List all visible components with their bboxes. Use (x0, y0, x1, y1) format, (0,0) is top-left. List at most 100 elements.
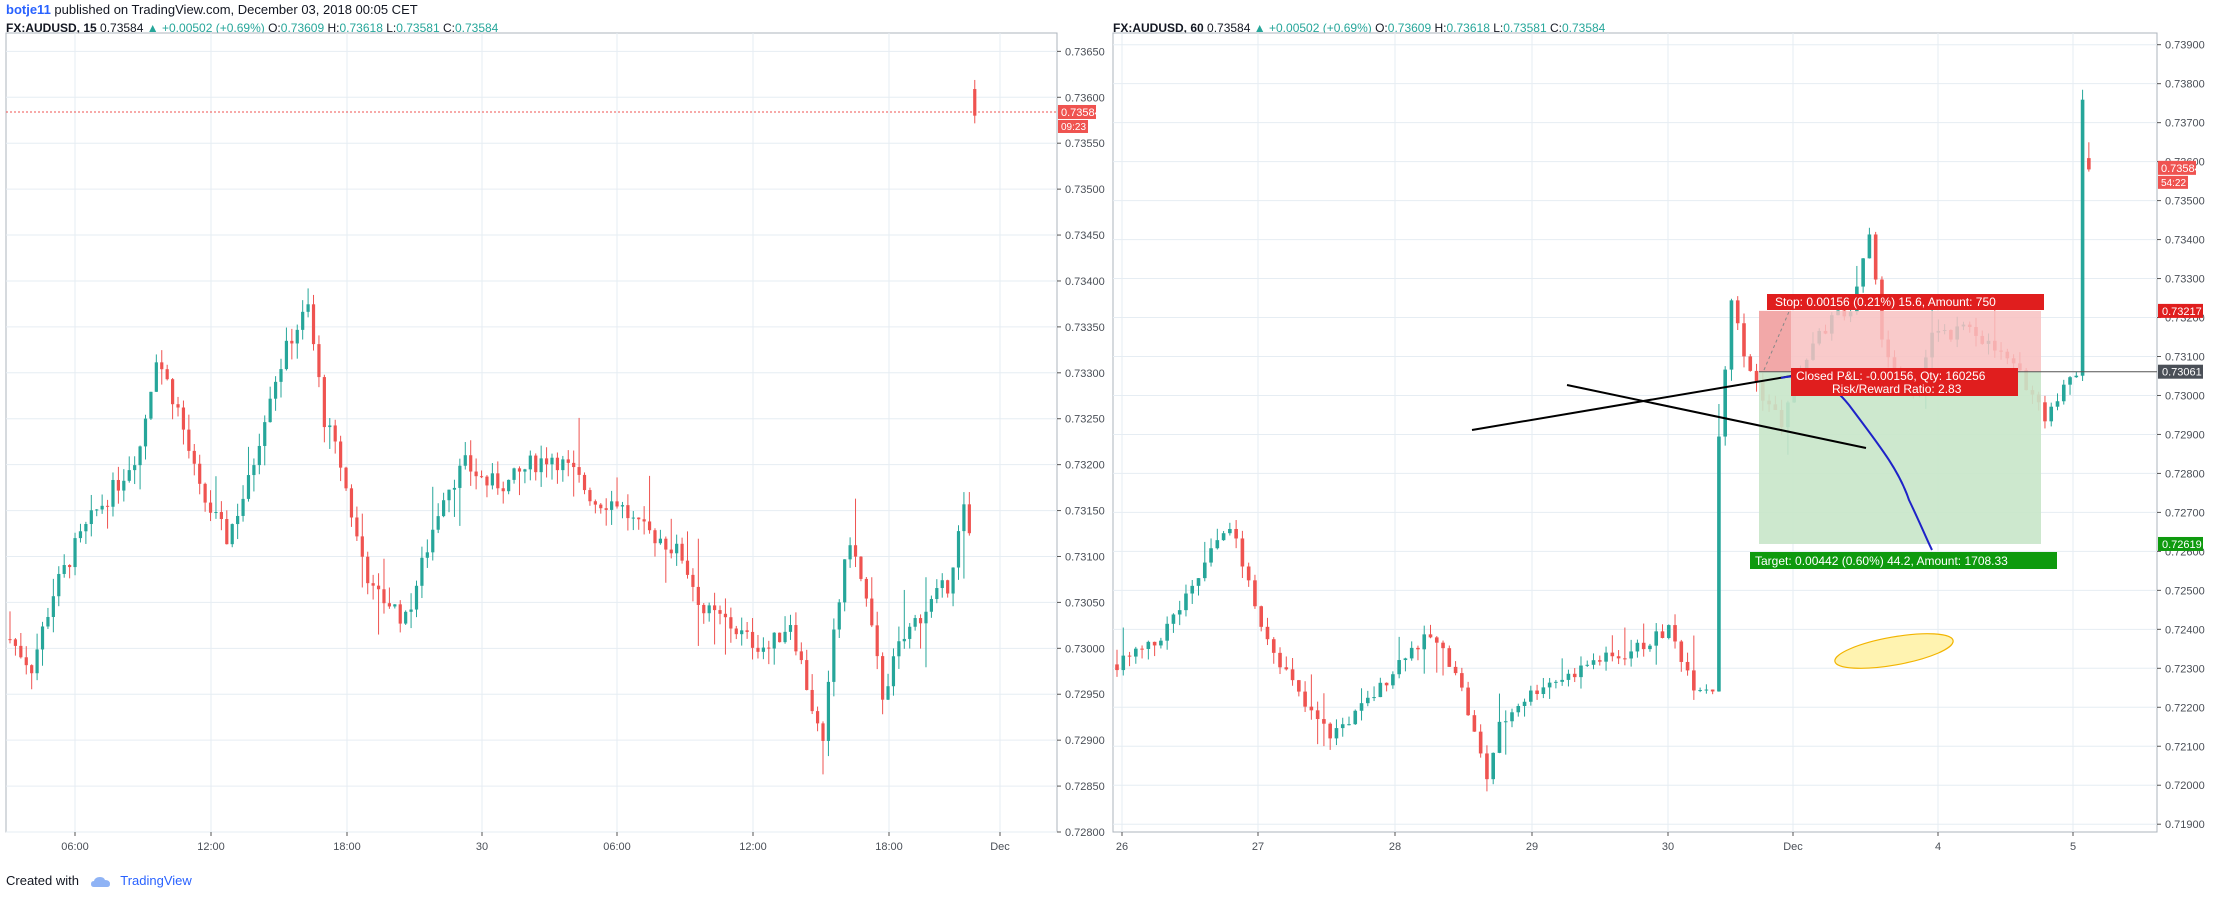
candle-body (116, 479, 120, 491)
candle-body (1666, 625, 1671, 638)
candle-body (832, 629, 836, 682)
candle-body (1535, 690, 1539, 695)
candle-body (452, 487, 457, 490)
candle-body (1334, 728, 1339, 739)
stop-label: Stop: 0.00156 (0.21%) 15.6, Amount: 750 (1775, 295, 1996, 309)
symbol-label: FX:AUDUSD, 60 (1113, 21, 1204, 35)
trade-link-line (1763, 299, 1795, 371)
countdown-tag-text: 54:22 (2161, 178, 2186, 189)
candle-body (111, 479, 115, 507)
candle-body (1422, 634, 1427, 650)
candle-body (1290, 669, 1295, 681)
candle-body (501, 488, 505, 492)
candle-body (409, 609, 413, 612)
candle-body (1347, 724, 1351, 726)
high-value: 0.73618 (1446, 21, 1490, 35)
candle-body (19, 645, 23, 658)
candle-body (1679, 641, 1684, 662)
chart-canvas-15m[interactable]: 0.73650 0.73600 0.73550 0.73500 0.73450 0.734… (0, 0, 1109, 870)
candle-body (1228, 528, 1232, 534)
candle-body (1641, 642, 1646, 650)
candle-body (1616, 656, 1621, 659)
candle-body (284, 340, 289, 370)
candle-body (95, 509, 99, 511)
candle-body (1409, 647, 1414, 659)
chart-panel-60m[interactable]: FX:AUDUSD, 60 0.73584 ▲ +0.00502 (+0.69%… (1109, 0, 2217, 870)
tradingview-link[interactable]: TradingView (120, 873, 192, 888)
countdown-tag (1058, 119, 1088, 133)
candle-body (902, 638, 906, 642)
x-tick-label: 18:00 (333, 841, 361, 853)
symbol-label: FX:AUDUSD, 15 (6, 21, 97, 35)
x-tick-label: 26 (1116, 841, 1128, 853)
stop-zone (1759, 310, 2041, 372)
candle-body (328, 425, 332, 428)
candle-body (1127, 655, 1132, 657)
publish-info: published on TradingView.com, December 0… (54, 2, 418, 17)
candle-body (1152, 641, 1157, 646)
y-tick-label: 0.73500 (2165, 196, 2205, 208)
y-tick-label: 0.73250 (1065, 414, 1105, 426)
chart-canvas-60m[interactable]: 0.739000.738000.737000.736000.735000.734… (1109, 0, 2217, 870)
y-tick-label: 0.73050 (1065, 597, 1105, 609)
entry-price-tag (2158, 364, 2203, 379)
candle-body (154, 362, 158, 392)
candle-body (1259, 606, 1264, 627)
candle-body (685, 560, 690, 575)
y-tick-label: 0.73500 (1065, 184, 1105, 196)
candle-body (664, 538, 668, 550)
candle-body (1547, 682, 1552, 688)
candle-body (40, 626, 45, 650)
candle-body (826, 681, 831, 741)
candle-body (35, 649, 39, 674)
chart-panel-15m[interactable]: FX:AUDUSD, 15 0.73584 ▲ +0.00502 (+0.69%… (0, 0, 1109, 870)
candle-body (1698, 690, 1702, 692)
candle-body (658, 538, 662, 544)
candle-body (306, 304, 310, 312)
candle-body (1673, 625, 1677, 642)
x-tick-label: 4 (1935, 841, 1941, 853)
candle-body (577, 467, 581, 475)
candle-body (1121, 655, 1126, 671)
candle-body (572, 462, 576, 468)
y-tick-label: 0.73700 (2165, 118, 2205, 130)
y-tick-label: 0.72850 (1065, 781, 1105, 793)
author-link[interactable]: botje11 (6, 2, 51, 17)
candle-body (1717, 436, 1721, 692)
candle-body (680, 543, 684, 561)
y-tick-label: 0.73100 (1065, 551, 1105, 563)
candle-body (171, 379, 175, 405)
candle-body (1340, 724, 1345, 729)
candle-body (89, 510, 93, 525)
candle-body (1654, 631, 1659, 646)
candle-body (772, 632, 776, 649)
candle-body (1140, 648, 1144, 650)
candle-body (317, 344, 321, 378)
candle-body (875, 625, 879, 657)
candle-body (1196, 578, 1201, 586)
y-tick-label: 0.73900 (2165, 40, 2205, 52)
candle-body (788, 625, 793, 632)
y-tick-label: 0.72900 (1065, 735, 1105, 747)
candle-body (761, 647, 765, 652)
candle-body (366, 556, 370, 584)
high-value: 0.73618 (339, 21, 383, 35)
candle-body (268, 398, 272, 423)
candle-body (263, 422, 267, 446)
candle-body (192, 450, 196, 464)
y-tick-label: 0.72500 (2165, 585, 2205, 597)
candle-body (1629, 651, 1633, 659)
candle-body (1466, 687, 1470, 716)
candle-body (1297, 680, 1301, 692)
candle-body (1315, 710, 1320, 720)
candle-body (604, 508, 608, 510)
candle-body (973, 89, 977, 116)
stop-price-tag-text: 0.73217 (2162, 306, 2202, 318)
candle-body (1146, 641, 1151, 649)
candle-body (729, 617, 733, 629)
candle-body (181, 407, 186, 430)
last-price: 0.73584 (100, 21, 144, 35)
y-tick-label: 0.73000 (1065, 643, 1105, 655)
candle-body (442, 500, 446, 517)
candle-body (1735, 300, 1740, 324)
